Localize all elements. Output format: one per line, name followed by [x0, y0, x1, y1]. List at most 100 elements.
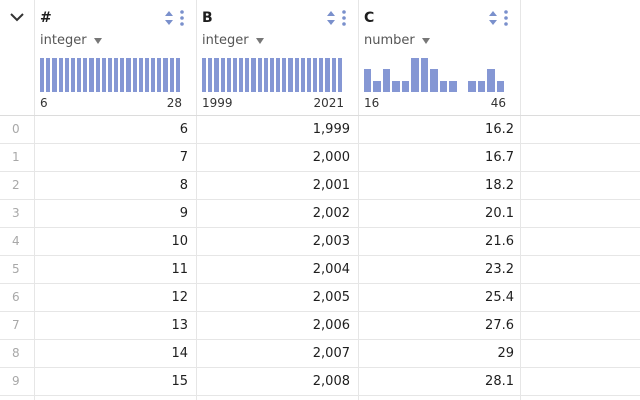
row-index: 6	[12, 290, 20, 304]
cell-c[interactable]: 16.2	[485, 122, 514, 137]
cell-c[interactable]: 21.6	[485, 234, 514, 249]
type-selector[interactable]: integer	[40, 33, 103, 48]
cell-hash[interactable]: 7	[179, 150, 188, 165]
histogram-bar	[468, 80, 476, 92]
table-row[interactable]: 4 10 2,003 21.6	[0, 228, 640, 256]
table-row[interactable]: 1 7 2,000 16.7	[0, 144, 640, 172]
caret-down-icon	[93, 37, 102, 44]
column-menu-icon[interactable]	[503, 9, 509, 27]
table-row[interactable]: 9 15 2,008 28.1	[0, 368, 640, 396]
histogram-bar	[257, 58, 262, 92]
type-label: integer	[40, 33, 87, 48]
histogram-bar	[251, 58, 256, 92]
histogram-bar	[202, 58, 207, 92]
row-header-toggle[interactable]	[0, 0, 34, 115]
histogram-bar	[477, 80, 486, 92]
cell-hash[interactable]: 6	[179, 122, 188, 137]
cell-hash[interactable]: 11	[171, 262, 188, 277]
cell-b[interactable]: 2,001	[312, 178, 350, 193]
cell-b[interactable]: 2,002	[312, 206, 350, 221]
column-header-hash[interactable]: # integer 6 28	[34, 0, 196, 115]
caret-down-icon	[255, 37, 264, 44]
grid-line	[358, 0, 359, 400]
histogram-bar	[132, 58, 137, 92]
histogram-bar	[269, 58, 275, 92]
cell-hash[interactable]: 14	[171, 346, 188, 361]
row-divider	[0, 367, 640, 368]
column-menu-icon[interactable]	[179, 9, 185, 27]
histogram-bar	[101, 58, 106, 92]
column-header-c[interactable]: C number 16 46	[358, 0, 520, 115]
cell-b[interactable]: 2,005	[312, 290, 350, 305]
histogram-bar	[496, 80, 504, 92]
cell-hash[interactable]: 9	[179, 206, 188, 221]
cell-hash[interactable]: 12	[171, 290, 188, 305]
chevron-down-icon[interactable]	[9, 10, 25, 24]
table-row[interactable]: 5 11 2,004 23.2	[0, 256, 640, 284]
cell-b[interactable]: 2,006	[312, 318, 350, 333]
cell-c[interactable]: 16.7	[485, 150, 514, 165]
range-min: 16	[364, 96, 380, 110]
histogram-bar	[58, 58, 63, 92]
grid-line	[520, 0, 521, 400]
row-divider	[0, 199, 640, 200]
cell-b[interactable]: 2,004	[312, 262, 350, 277]
histogram-bar	[83, 58, 88, 92]
histogram-bar	[319, 58, 324, 92]
cell-hash[interactable]: 10	[171, 234, 188, 249]
row-index: 1	[12, 150, 20, 164]
cell-c[interactable]: 20.1	[485, 206, 514, 221]
cell-hash[interactable]: 8	[179, 178, 188, 193]
histogram-bar	[288, 58, 293, 92]
cell-c[interactable]: 27.6	[485, 318, 514, 333]
cell-b[interactable]: 2,003	[312, 234, 350, 249]
row-index: 8	[12, 346, 20, 360]
histogram	[364, 58, 504, 92]
cell-c[interactable]: 23.2	[485, 262, 514, 277]
table-row[interactable]: 8 14 2,007 29	[0, 340, 640, 368]
column-menu-icon[interactable]	[341, 9, 347, 27]
cell-b[interactable]: 2,008	[312, 374, 350, 389]
table-row[interactable]: 3 9 2,002 20.1	[0, 200, 640, 228]
row-divider	[0, 311, 640, 312]
cell-c[interactable]: 18.2	[485, 178, 514, 193]
table-row[interactable]: 2 8 2,001 18.2	[0, 172, 640, 200]
column-title: C	[364, 10, 375, 26]
histogram-bar	[151, 58, 156, 92]
cell-hash[interactable]: 13	[171, 318, 188, 333]
sort-icon[interactable]	[164, 10, 174, 26]
cell-b[interactable]: 2,000	[312, 150, 350, 165]
caret-down-icon	[421, 37, 430, 44]
row-divider	[0, 283, 640, 284]
cell-b[interactable]: 2,007	[312, 346, 350, 361]
histogram-bar	[276, 58, 281, 92]
cell-c[interactable]: 29	[497, 346, 514, 361]
table-row[interactable]: 0 6 1,999 16.2	[0, 116, 640, 144]
histogram-bar	[337, 58, 342, 92]
histogram-bar	[364, 69, 372, 92]
histogram-bar	[411, 58, 419, 92]
histogram-bar	[373, 80, 381, 92]
row-divider	[0, 171, 640, 172]
cell-hash[interactable]: 15	[171, 374, 188, 389]
histogram-bar	[263, 58, 268, 92]
table-row[interactable]: 7 13 2,006 27.6	[0, 312, 640, 340]
histogram-bar	[313, 58, 318, 92]
row-index: 4	[12, 234, 20, 248]
cell-c[interactable]: 25.4	[485, 290, 514, 305]
histogram-bar	[392, 80, 400, 92]
cell-c[interactable]: 28.1	[485, 374, 514, 389]
cell-b[interactable]: 1,999	[312, 122, 350, 137]
sort-icon[interactable]	[488, 10, 498, 26]
histogram-bar	[282, 58, 287, 92]
table-row[interactable]: 6 12 2,005 25.4	[0, 284, 640, 312]
histogram-bar	[144, 58, 150, 92]
column-title: #	[40, 10, 52, 26]
histogram-bar	[107, 58, 113, 92]
sort-icon[interactable]	[326, 10, 336, 26]
column-header-b[interactable]: B integer 1999 2021	[196, 0, 358, 115]
type-selector[interactable]: number	[364, 33, 431, 48]
type-selector[interactable]: integer	[202, 33, 265, 48]
histogram-bar	[300, 58, 305, 92]
histogram-bar	[439, 80, 448, 92]
